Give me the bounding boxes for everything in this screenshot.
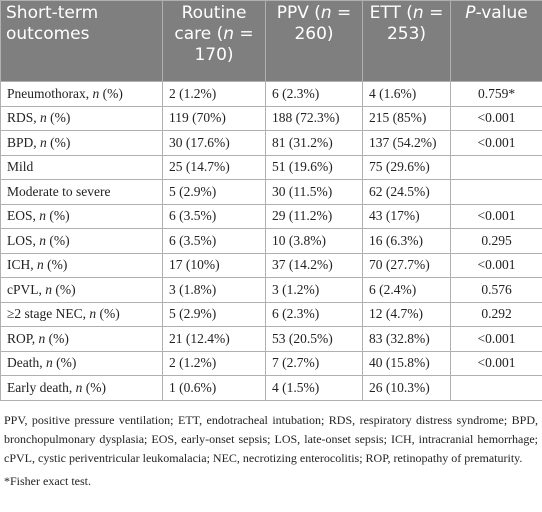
table-row: Mild 25 (14.7%) 51 (19.6%) 75 (29.6%) [0,154,542,180]
table-row: ≥2 stage NEC, n (%) 5 (2.9%) 6 (2.3%) 12 (4… [0,301,542,327]
cell: <0.001 [450,105,542,131]
header-row: Short-term outcomes Routine care (n = 170… [0,0,542,82]
cell: 5 (2.9%) [162,301,266,327]
cell: 70 (27.7%) [362,252,451,278]
table-row: ICH, n (%) 17 (10%) 37 (14.2%) 70 (27.7%) <0… [0,252,542,278]
cell: 43 (17%) [362,203,451,229]
row-label: ROP, n (%) [0,326,163,352]
table-row: cPVL, n (%) 3 (1.8%) 3 (1.2%) 6 (2.4%) 0.576 [0,277,542,303]
row-label: ICH, n (%) [0,252,163,278]
cell: 2 (1.2%) [162,81,266,107]
cell: 81 (31.2%) [265,130,363,156]
row-label: Early death, n (%) [0,375,163,401]
cell: 5 (2.9%) [162,179,266,205]
row-label: ≥2 stage NEC, n (%) [0,301,163,327]
row-label: Mild [0,154,163,180]
row-label: RDS, n (%) [0,105,163,131]
cell: 62 (24.5%) [362,179,451,205]
table-row: BPD, n (%) 30 (17.6%) 81 (31.2%) 137 (54.2%… [0,130,542,156]
cell: 0.292 [450,301,542,327]
empty-cell [450,154,542,180]
cell: 21 (12.4%) [162,326,266,352]
cell: 26 (10.3%) [362,375,451,401]
cell: 188 (72.3%) [265,105,363,131]
cell: 6 (3.5%) [162,228,266,254]
row-label: LOS, n (%) [0,228,163,254]
cell: <0.001 [450,203,542,229]
row-label: cPVL, n (%) [0,277,163,303]
table-row: EOS, n (%) 6 (3.5%) 29 (11.2%) 43 (17%) <0.0… [0,203,542,229]
cell: 12 (4.7%) [362,301,451,327]
empty-cell [450,375,542,401]
cell: <0.001 [450,252,542,278]
cell: 6 (2.4%) [362,277,451,303]
header-cell: PPV (n = 260) [265,0,363,82]
cell: 7 (2.7%) [265,350,363,376]
cell: 17 (10%) [162,252,266,278]
cell: 83 (32.8%) [362,326,451,352]
header-cell: Short-term outcomes [0,0,163,82]
cell: 2 (1.2%) [162,350,266,376]
table-row: RDS, n (%) 119 (70%) 188 (72.3%) 215 (85%) <… [0,105,542,131]
row-label: EOS, n (%) [0,203,163,229]
table-row: ROP, n (%) 21 (12.4%) 53 (20.5%) 83 (32.8%)… [0,326,542,352]
header-cell: P-value [450,0,542,82]
cell: 0.295 [450,228,542,254]
cell: 10 (3.8%) [265,228,363,254]
cell: 40 (15.8%) [362,350,451,376]
empty-cell [450,179,542,205]
row-label: Pneumothorax, n (%) [0,81,163,107]
outcomes-table: Short-term outcomes Routine care (n = 170… [0,0,542,401]
table-row: Death, n (%) 2 (1.2%) 7 (2.7%) 40 (15.8%) <0… [0,350,542,376]
cell: 4 (1.5%) [265,375,363,401]
table-row: Moderate to severe 5 (2.9%) 30 (11.5%) 62 (… [0,179,542,205]
cell: 6 (2.3%) [265,301,363,327]
cell: 0.576 [450,277,542,303]
cell: 25 (14.7%) [162,154,266,180]
header-cell: Routine care (n = 170) [162,0,266,82]
row-label: BPD, n (%) [0,130,163,156]
cell: 30 (11.5%) [265,179,363,205]
cell: 137 (54.2%) [362,130,451,156]
cell: <0.001 [450,130,542,156]
cell: 3 (1.8%) [162,277,266,303]
cell: 215 (85%) [362,105,451,131]
table-row: LOS, n (%) 6 (3.5%) 10 (3.8%) 16 (6.3%) 0.29… [0,228,542,254]
cell: 0.759* [450,81,542,107]
cell: <0.001 [450,326,542,352]
table-row: Pneumothorax, n (%) 2 (1.2%) 6 (2.3%) 4 (1.… [0,81,542,107]
table-row: Early death, n (%) 1 (0.6%) 4 (1.5%) 26 (10… [0,375,542,401]
row-label: Moderate to severe [0,179,163,205]
cell: 119 (70%) [162,105,266,131]
cell: 30 (17.6%) [162,130,266,156]
footnote: *Fisher exact test. [4,473,91,488]
cell: 6 (3.5%) [162,203,266,229]
cell: 1 (0.6%) [162,375,266,401]
table-body: Pneumothorax, n (%) 2 (1.2%) 6 (2.3%) 4 (1.… [0,81,542,401]
cell: 3 (1.2%) [265,277,363,303]
cell: <0.001 [450,350,542,376]
footnotes: PPV, positive pressure ventilation; ETT,… [0,401,542,491]
cell: 75 (29.6%) [362,154,451,180]
cell: 53 (20.5%) [265,326,363,352]
cell: 16 (6.3%) [362,228,451,254]
cell: 37 (14.2%) [265,252,363,278]
cell: 6 (2.3%) [265,81,363,107]
footnote: PPV, positive pressure ventilation; ETT,… [4,412,538,465]
cell: 4 (1.6%) [362,81,451,107]
cell: 51 (19.6%) [265,154,363,180]
header-cell: ETT (n = 253) [362,0,451,82]
row-label: Death, n (%) [0,350,163,376]
cell: 29 (11.2%) [265,203,363,229]
